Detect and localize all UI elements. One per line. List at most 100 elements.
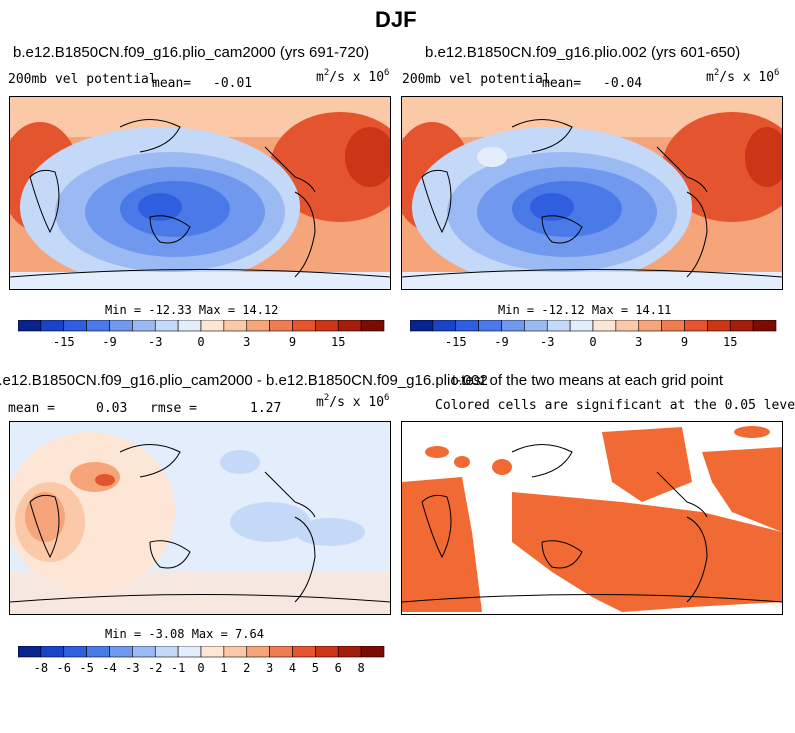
panel4-title: t-test of the two means at each grid poi…	[452, 372, 723, 389]
colorbar-tick-label: 8	[358, 661, 365, 675]
colorbar-cell	[18, 646, 42, 658]
colorbar-tick-label: -5	[79, 661, 93, 675]
colorbar-cell	[132, 646, 156, 658]
panel2-title: b.e12.B1850CN.f09_g16.plio.002 (yrs 601-…	[425, 44, 741, 61]
colorbar-tick-label: 6	[335, 661, 342, 675]
panel1-mean-label: mean=	[152, 76, 192, 91]
colorbar-tick-label: -3	[125, 661, 139, 675]
panel1-minmax: Min = -12.33 Max = 14.12	[105, 303, 279, 317]
colorbar-cell	[501, 320, 525, 332]
colorbar-cell	[63, 320, 87, 332]
colorbar-cell	[432, 320, 457, 332]
panel4-map	[401, 421, 783, 615]
colorbar-cell	[246, 320, 270, 332]
colorbar-tick-label: -3	[540, 335, 554, 349]
panel1-colorbar: -15 -9 -3 0 3 9 15	[18, 320, 385, 349]
colorbar-tick-label: 4	[289, 661, 296, 675]
colorbar-cell	[661, 320, 685, 332]
panel3-rmse-value: 1.27	[250, 401, 282, 416]
panel3-mean-value: 0.03	[96, 401, 128, 416]
panel1-units: m2/s x 106	[316, 68, 390, 85]
panel4-subtitle: Colored cells are significant at the 0.0…	[435, 398, 795, 413]
colorbar-tick-label: -9	[102, 335, 116, 349]
panel3-map	[9, 421, 391, 615]
panel2-units: m2/s x 106	[706, 68, 780, 85]
panel1-variable: 200mb vel potential	[8, 72, 157, 87]
colorbar-cell	[132, 320, 156, 332]
colorbar-cell	[569, 320, 594, 332]
colorbar-cell	[86, 320, 110, 332]
colorbar-cell	[154, 320, 179, 332]
colorbar-cell	[292, 320, 316, 332]
colorbar-tick-label: -15	[445, 335, 467, 349]
panel2-colorbar: -15 -9 -3 0 3 9 15	[410, 320, 777, 349]
colorbar-tick-label: -2	[148, 661, 162, 675]
colorbar-cell	[269, 646, 293, 658]
colorbar-tick-label: -15	[53, 335, 75, 349]
colorbar-cell	[729, 320, 754, 332]
colorbar-tick-label: 9	[681, 335, 688, 349]
colorbar-cell	[707, 320, 731, 332]
colorbar-tick-label: 3	[635, 335, 642, 349]
panel2-mean-label: mean=	[542, 76, 582, 91]
colorbar-cell	[410, 320, 434, 332]
colorbar-cell	[752, 320, 777, 332]
panel2-minmax: Min = -12.12 Max = 14.11	[498, 303, 672, 317]
colorbar-tick-label: 9	[289, 335, 296, 349]
panel2-variable: 200mb vel potential	[402, 72, 551, 87]
colorbar-tick-label: 1	[220, 661, 227, 675]
colorbar-cell	[592, 320, 617, 332]
colorbar-cell	[223, 646, 248, 658]
colorbar-tick-label: 15	[723, 335, 737, 349]
colorbar-cell	[638, 320, 662, 332]
colorbar-cell	[109, 646, 133, 658]
colorbar-cell	[315, 646, 339, 658]
colorbar-cell	[200, 320, 225, 332]
colorbar-tick-label: -4	[102, 661, 116, 675]
colorbar-tick-label: 3	[266, 661, 273, 675]
colorbar-cell	[177, 320, 202, 332]
panel3-rmse-label: rmse =	[150, 401, 197, 416]
colorbar-cell	[246, 646, 270, 658]
panel1-mean-value: -0.01	[213, 76, 253, 91]
colorbar-cell	[337, 646, 362, 658]
colorbar-tick-label: -8	[34, 661, 48, 675]
colorbar-cell	[684, 320, 708, 332]
colorbar-cell	[18, 320, 42, 332]
panel3-colorbar: -8 -6 -5 -4 -3 -2 -1 0 1 2 3 4 5 6 8	[18, 646, 385, 675]
colorbar-cell	[200, 646, 225, 658]
panel1-map	[9, 96, 391, 290]
colorbar-tick-label: -1	[171, 661, 185, 675]
colorbar-cell	[223, 320, 248, 332]
colorbar-cell	[546, 320, 571, 332]
colorbar-cell	[269, 320, 293, 332]
panel3-mean-label: mean =	[8, 401, 55, 416]
colorbar-tick-label: 0	[589, 335, 596, 349]
colorbar-cell	[524, 320, 548, 332]
colorbar-cell	[455, 320, 479, 332]
colorbar-tick-label: 0	[197, 661, 204, 675]
colorbar-cell	[615, 320, 640, 332]
colorbar-tick-label: -6	[57, 661, 71, 675]
colorbar-cell	[315, 320, 339, 332]
colorbar-cell	[63, 646, 87, 658]
colorbar-tick-label: 0	[197, 335, 204, 349]
colorbar-cell	[86, 646, 110, 658]
colorbar-tick-label: 15	[331, 335, 345, 349]
colorbar-cell	[40, 320, 65, 332]
colorbar-cell	[177, 646, 202, 658]
colorbar-tick-label: 5	[312, 661, 319, 675]
colorbar-cell	[337, 320, 362, 332]
colorbar-cell	[360, 646, 385, 658]
colorbar-tick-label: -3	[148, 335, 162, 349]
colorbar-cell	[478, 320, 502, 332]
figure-title: DJF	[375, 7, 417, 32]
colorbar-cell	[154, 646, 179, 658]
colorbar-cell	[109, 320, 133, 332]
colorbar-tick-label: -9	[494, 335, 508, 349]
panel2-map	[401, 96, 783, 290]
panel3-minmax: Min = -3.08 Max = 7.64	[105, 627, 264, 641]
colorbar-cell	[40, 646, 65, 658]
colorbar-cell	[360, 320, 385, 332]
panel3-title: b.e12.B1850CN.f09_g16.plio_cam2000 - b.e…	[0, 372, 488, 389]
